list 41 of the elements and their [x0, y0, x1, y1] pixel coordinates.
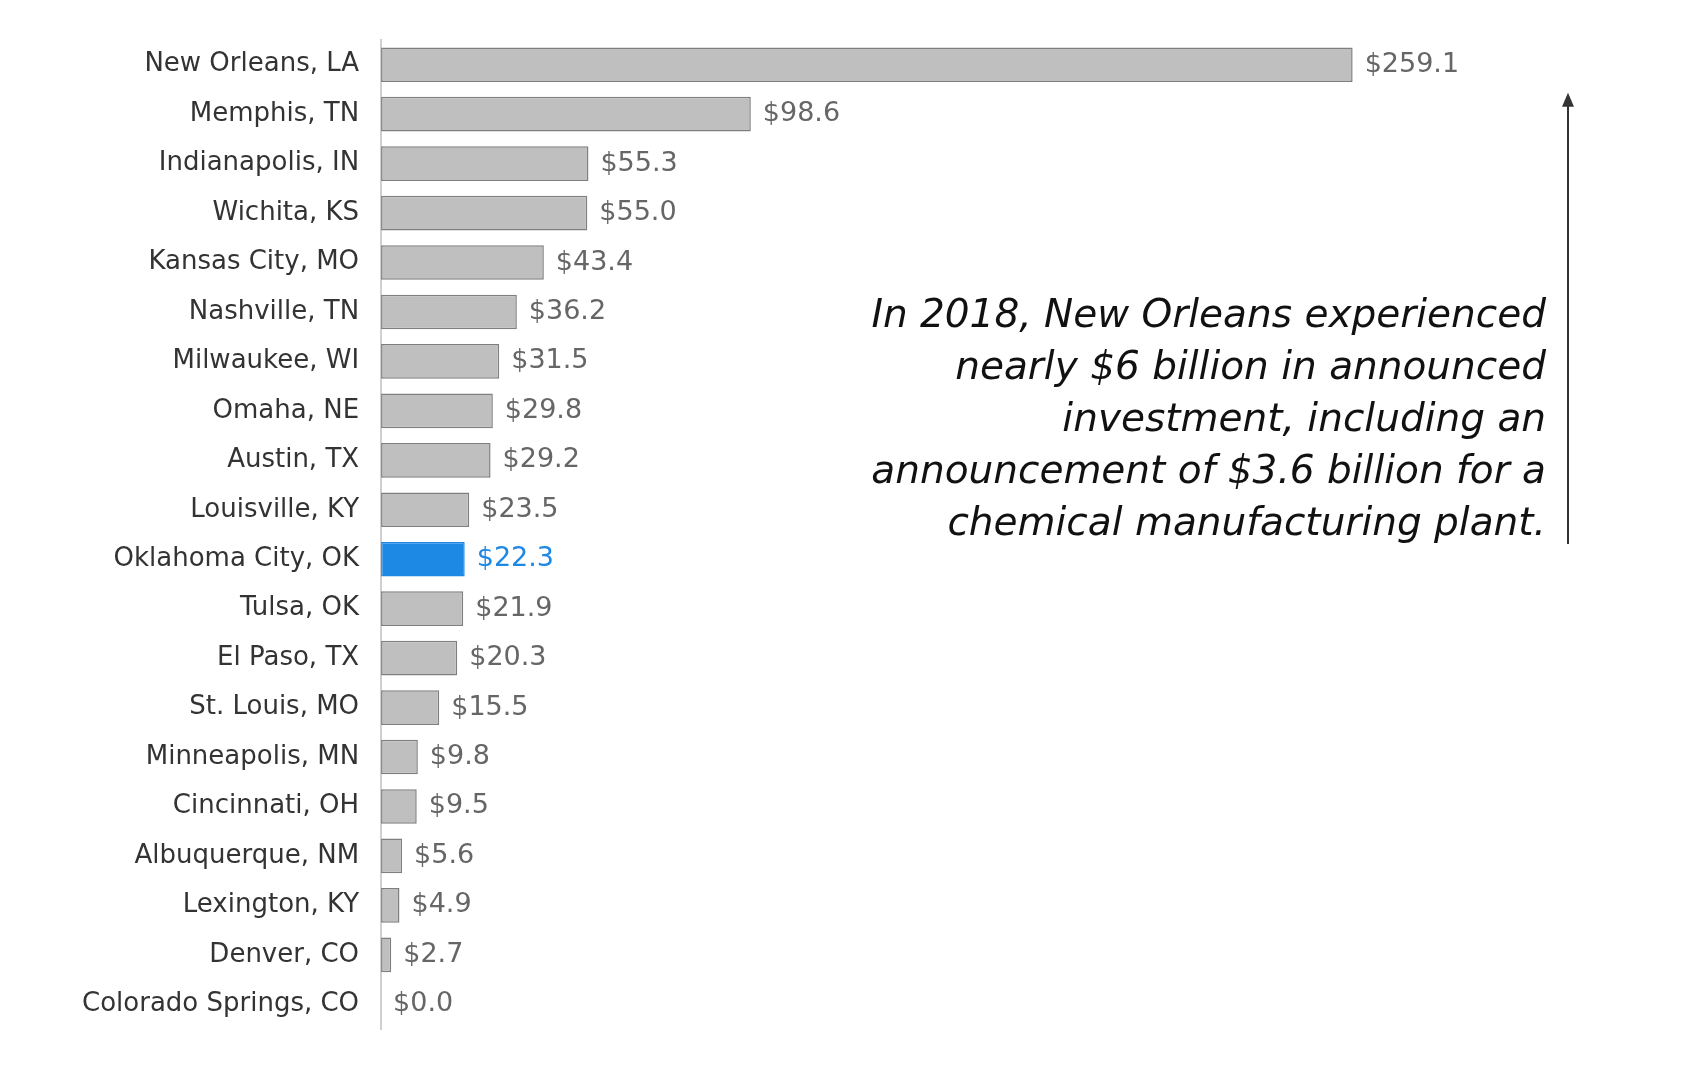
- y-tick-label: Lexington, KY: [182, 888, 360, 919]
- data-label: $55.0: [599, 195, 677, 227]
- y-tick-label: Oklahoma City, OK: [113, 541, 361, 572]
- data-label: $98.6: [762, 96, 841, 128]
- data-label: $4.9: [411, 887, 472, 919]
- y-tick-label: Cincinnati, OH: [172, 789, 360, 820]
- y-tick-label: Memphis, TN: [189, 96, 360, 127]
- data-label: $9.5: [428, 788, 489, 820]
- data-label: $9.8: [429, 739, 490, 771]
- y-tick-label: Indianapolis, IN: [158, 146, 360, 177]
- data-label: $22.3: [476, 541, 554, 573]
- y-tick-label: Minneapolis, MN: [145, 739, 360, 770]
- data-label: $15.5: [451, 689, 529, 721]
- y-tick-label: Louisville, KY: [190, 492, 360, 523]
- data-label: $2.7: [403, 936, 464, 968]
- y-tick-label: Albuquerque, NM: [134, 838, 360, 869]
- data-label: $23.5: [481, 491, 559, 523]
- data-label: $21.9: [475, 590, 553, 622]
- data-label: $29.8: [504, 392, 583, 424]
- data-label: $55.3: [600, 145, 678, 177]
- y-tick-label: Tulsa, OK: [238, 591, 361, 622]
- y-tick-label: Colorado Springs, CO: [81, 987, 360, 1018]
- y-tick-label: St. Louis, MO: [189, 690, 360, 721]
- y-tick-label: Nashville, TN: [188, 294, 360, 325]
- y-tick-label: Austin, TX: [227, 443, 360, 474]
- data-label: $259.1: [1364, 46, 1460, 78]
- y-tick-label: Milwaukee, WI: [172, 344, 360, 375]
- y-tick-label: Omaha, NE: [212, 393, 360, 424]
- y-tick-label: Denver, CO: [209, 937, 360, 968]
- data-label: $0.0: [393, 986, 454, 1018]
- y-tick-label: Wichita, KS: [212, 195, 360, 226]
- data-label: $5.6: [414, 837, 475, 869]
- data-label: $29.2: [502, 442, 580, 474]
- data-label: $20.3: [469, 640, 547, 672]
- data-label: $36.2: [528, 293, 607, 325]
- data-label: $31.5: [511, 343, 589, 375]
- y-tick-label: New Orleans, LA: [144, 47, 360, 78]
- y-tick-label: Kansas City, MO: [148, 245, 360, 276]
- annotation: In 2018, New Orleans experienced nearly $6 billion in announced investment, including an announcement of $3.6 billion for a chemical manufacturing plant.: [870, 290, 1546, 546]
- y-tick-label: El Paso, TX: [217, 640, 360, 671]
- data-label: $43.4: [555, 244, 634, 276]
